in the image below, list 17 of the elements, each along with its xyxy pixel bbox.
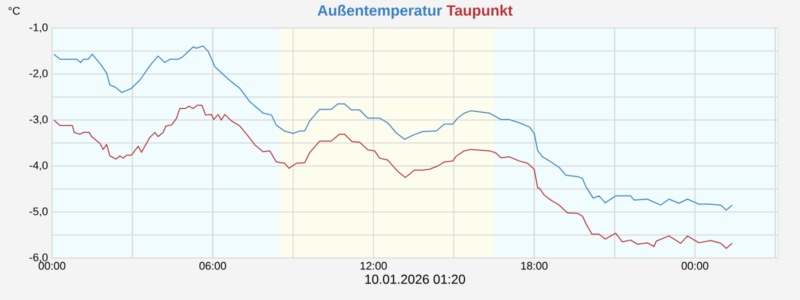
y-tick-label: -5,0 bbox=[30, 207, 48, 217]
y-axis-title: °C bbox=[8, 6, 20, 15]
y-tick-label: -3,0 bbox=[30, 115, 48, 125]
y-tick-label: -2,0 bbox=[30, 69, 48, 79]
line-series bbox=[53, 45, 733, 211]
x-tick-label: 12:00 bbox=[360, 262, 387, 270]
line-series bbox=[53, 104, 733, 249]
x-tick-label: 18:00 bbox=[521, 262, 548, 270]
x-axis-title: 10.01.2026 01:20 bbox=[365, 274, 466, 284]
y-tick-label: -4,0 bbox=[30, 161, 48, 171]
text: Außentemperatur bbox=[318, 4, 442, 19]
text: Taupunkt bbox=[446, 4, 513, 19]
x-tick-label: 00:00 bbox=[38, 262, 66, 270]
x-tick-label: 00:00 bbox=[682, 262, 708, 270]
x-tick-label: 06:00 bbox=[199, 262, 226, 270]
y-tick-label: -6,0 bbox=[30, 253, 48, 263]
y-tick-label: -1,0 bbox=[30, 23, 48, 33]
